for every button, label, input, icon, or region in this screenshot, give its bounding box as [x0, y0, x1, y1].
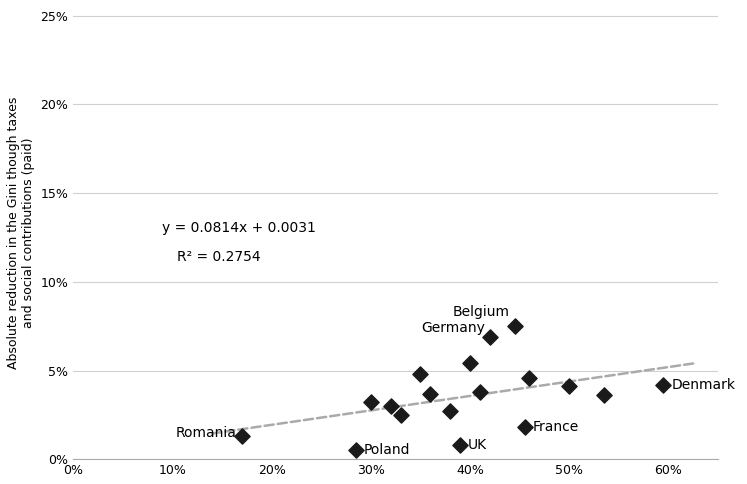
Y-axis label: Absolute reduction in the Gini though taxes
and social contributions (paid): Absolute reduction in the Gini though ta…: [7, 97, 35, 369]
Point: [385, 402, 397, 410]
Text: Poland: Poland: [364, 443, 410, 457]
Text: France: France: [533, 420, 579, 434]
Text: UK: UK: [468, 438, 487, 452]
Point: [563, 383, 575, 391]
Point: [236, 432, 248, 440]
Text: Germany: Germany: [421, 321, 485, 335]
Point: [424, 390, 436, 397]
Point: [518, 424, 530, 431]
Text: R² = 0.2754: R² = 0.2754: [177, 250, 261, 264]
Point: [509, 322, 521, 330]
Text: Romania: Romania: [176, 425, 237, 439]
Text: Denmark: Denmark: [672, 378, 735, 392]
Point: [464, 360, 476, 367]
Text: Belgium: Belgium: [453, 305, 509, 319]
Point: [484, 333, 496, 341]
Point: [415, 370, 427, 378]
Point: [598, 392, 610, 399]
Point: [454, 441, 466, 449]
Point: [365, 398, 376, 406]
Point: [444, 408, 456, 415]
Point: [350, 446, 362, 454]
Text: y = 0.0814x + 0.0031: y = 0.0814x + 0.0031: [163, 221, 317, 235]
Point: [657, 381, 669, 389]
Point: [394, 411, 406, 419]
Point: [524, 374, 536, 381]
Point: [474, 388, 486, 396]
